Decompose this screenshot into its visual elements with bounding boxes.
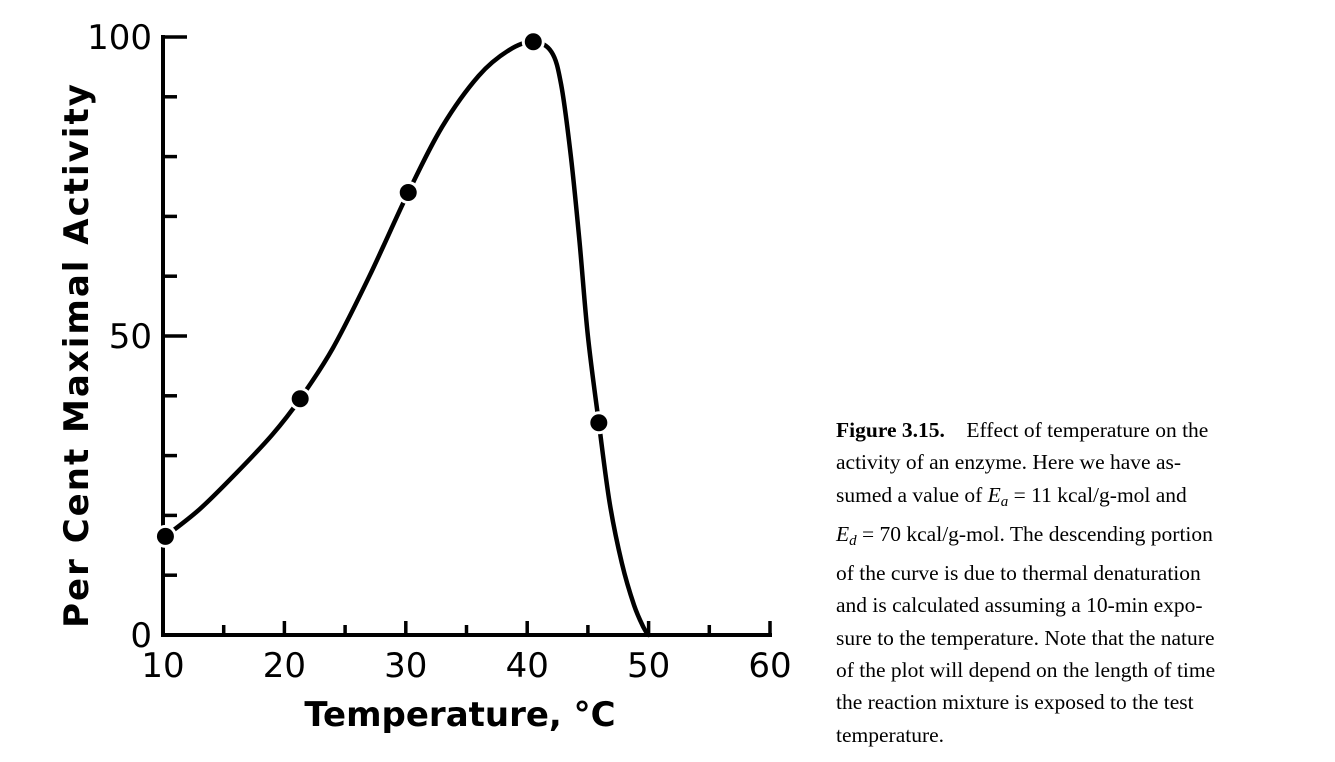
- ed-symbol: E: [836, 521, 850, 546]
- caption-line-5: of the curve is due to thermal denaturat…: [836, 561, 1201, 586]
- y-tick-label-100: 100: [87, 18, 152, 58]
- x-axis-title: Temperature, °C: [304, 695, 615, 735]
- x-tick-label-20: 20: [263, 646, 306, 686]
- caption-text-4: = 70 kcal/g-mol. The descending portion: [856, 521, 1213, 546]
- caption-line-9: the reaction mixture is exposed to the t…: [836, 690, 1194, 715]
- caption-line-1: Figure 3.15. Effect of temperature on th…: [836, 414, 1306, 446]
- tick-marks: [161, 35, 772, 637]
- data-point-2: [288, 387, 312, 411]
- data-points: [153, 30, 611, 548]
- data-point-4: [521, 30, 545, 54]
- x-tick-label-60: 60: [748, 646, 791, 686]
- caption-line-6: and is calculated assuming a 10-min expo…: [836, 593, 1203, 618]
- x-tick-label-50: 50: [627, 646, 670, 686]
- activity-chart: 10 20 30 40 50 60 0 50 100 Temperature, °C Per C…: [57, 18, 792, 735]
- caption-line-8: of the plot will depend on the length of…: [836, 658, 1216, 683]
- caption-line-4: Ed = 70 kcal/g-mol. The descending porti…: [836, 518, 1306, 557]
- caption-line-7: sure to the temperature. Note that the n…: [836, 625, 1215, 650]
- ed-subscript: d: [849, 532, 857, 549]
- y-axis-title: Per Cent Maximal Activity: [57, 82, 97, 628]
- x-tick-label-40: 40: [506, 646, 549, 686]
- caption-text-3a: sumed a value of: [836, 482, 988, 507]
- tick-labels: 10 20 30 40 50 60 0 50 100: [87, 18, 792, 686]
- figure-caption: Figure 3.15. Effect of temperature on th…: [836, 414, 1306, 751]
- ea-symbol: E: [987, 482, 1001, 507]
- caption-text-1: Effect of temperature on the: [966, 418, 1209, 442]
- axes-frame: [161, 35, 772, 637]
- caption-line-3: sumed a value of Ea = 11 kcal/g-mol and: [836, 479, 1306, 518]
- activity-curve: [163, 39, 651, 638]
- x-tick-label-30: 30: [384, 646, 427, 686]
- data-point-1: [153, 524, 177, 548]
- caption-line-2: activity of an enzyme. Here we have as-: [836, 450, 1182, 475]
- figure-label: Figure 3.15.: [836, 418, 945, 442]
- chart-axes: [161, 35, 772, 637]
- caption-line-10: temperature.: [836, 722, 945, 747]
- y-tick-label-0: 0: [130, 616, 152, 656]
- y-tick-label-50: 50: [109, 317, 152, 357]
- data-point-3: [396, 180, 420, 204]
- caption-text-3b: = 11 kcal/g-mol and: [1008, 482, 1187, 507]
- data-point-5: [587, 411, 611, 435]
- x-tick-label-10: 10: [141, 646, 184, 686]
- ea-subscript: a: [1000, 493, 1009, 510]
